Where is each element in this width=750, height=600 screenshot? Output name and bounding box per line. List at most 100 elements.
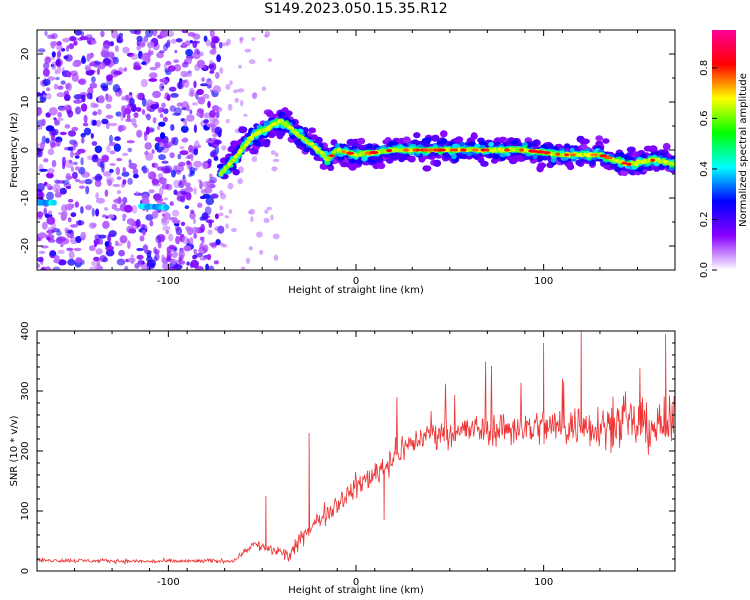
spectrogram-noise-blob (209, 242, 218, 247)
spectrogram-noise-blob (200, 83, 208, 87)
spectrogram-noise-blob (190, 259, 200, 268)
spectrogram-noise-blob (173, 64, 182, 72)
spectrogram-noise-blob (65, 175, 73, 180)
spectrogram-noise-blob (142, 97, 147, 107)
spectrogram-noise-blob (46, 172, 54, 179)
spectrogram-noise-blob (171, 169, 176, 178)
spectrogram-noise-blob (226, 38, 231, 45)
spectrogram-noise-blob (109, 41, 115, 47)
snr-data (37, 331, 675, 565)
spectrogram-ridge-blob (443, 152, 451, 159)
spectrogram-noise-blob (225, 223, 229, 229)
spectrogram-ridge-blob (238, 126, 248, 134)
spectrogram-noise-blob (56, 92, 66, 98)
spectrogram-noise-blob (93, 242, 98, 248)
spectrogram-noise-blob (66, 71, 72, 78)
spectrogram-ridge-blob (541, 155, 549, 161)
spectrogram-noise-blob (54, 255, 60, 264)
spectrogram-ridge-blob (451, 153, 457, 160)
spectrogram-noise-blob (73, 247, 82, 252)
spectrogram-noise-blob (188, 87, 195, 94)
spectrogram-noise-blob (218, 212, 224, 217)
spectrogram-ridge-blob (366, 143, 373, 151)
spectrogram-noise-blob (216, 54, 222, 63)
spectrogram-hot-spot (432, 148, 439, 152)
spectrogram-noise-blob (213, 37, 219, 44)
spectrogram-noise-blob (74, 201, 79, 208)
spectrogram-noise-blob (80, 157, 84, 166)
spectrogram-noise-blob (151, 149, 155, 155)
spectrogram-noise-blob (141, 109, 146, 115)
spectrogram-noise-blob (107, 214, 115, 219)
spectrogram-noise-blob (37, 48, 46, 53)
spectrogram-noise-blob (88, 245, 96, 252)
spectrogram-noise-blob (136, 247, 144, 252)
spectrogram-hot-spot (449, 148, 454, 152)
spectrogram-noise-blob (169, 201, 174, 206)
snr-x-tick-label: 100 (534, 577, 553, 588)
spectrogram-noise-blob (183, 118, 188, 127)
spectrogram-noise-blob (171, 209, 180, 217)
spectrogram-noise-blob (54, 69, 58, 75)
spectrogram-noise-blob (102, 220, 110, 229)
spectrogram-hot-spot (528, 149, 538, 153)
spectrogram-noise-blob (146, 41, 155, 48)
spectrogram-hot-spot (403, 148, 408, 152)
spectrogram-noise-blob (71, 126, 79, 132)
spectrogram-ridge-blob (309, 142, 315, 146)
spectrogram-noise-blob (115, 111, 122, 117)
spectrogram-noise-blob (215, 106, 223, 113)
spectrogram-ridge-blob (440, 138, 448, 145)
spectrogram-noise-blob (136, 129, 143, 138)
spectrogram-noise-blob (149, 220, 154, 227)
spectrogram-noise-blob (78, 219, 82, 226)
snr-x-tick-label: -100 (157, 577, 180, 588)
spectrogram-noise-blob (85, 204, 93, 211)
spectrogram-noise-blob (73, 40, 78, 46)
spectrogram-noise-blob (46, 92, 52, 100)
spectrogram-noise-blob (128, 228, 136, 234)
snr-series-line (37, 331, 675, 565)
colorbar: 0.0 0.2 0.4 0.6 0.8 Normalized spectral ampl… (699, 30, 749, 278)
spectrogram-ridge-blob (308, 127, 316, 134)
chart-title: S149.2023.050.15.35.R12 (264, 1, 448, 17)
spectrogram-noise-blob (193, 248, 197, 254)
snr-x-tick-label: 0 (353, 577, 359, 588)
spectrogram-hot-spot (519, 148, 524, 152)
spectrogram-hot-spot (480, 148, 487, 152)
spectrogram-noise-blob (46, 87, 51, 92)
snr-axes: -100 0 100 0 100 200 300 400 (20, 321, 676, 588)
spectrogram-noise-blob (136, 45, 141, 51)
spectrogram-noise-blob (56, 44, 64, 51)
spectrogram-noise-blob (99, 238, 104, 245)
spectrogram-noise-blob (92, 111, 98, 116)
spectrogram-noise-blob (56, 41, 62, 46)
spectrogram-noise-blob (37, 211, 44, 218)
snr-y-tick-label: 400 (20, 321, 31, 340)
spectrogram-noise-blob (83, 127, 92, 136)
spectrogram-ridge-blob (303, 146, 311, 153)
spectrogram-noise-blob (199, 195, 207, 200)
spectrogram-noise-blob (227, 182, 234, 190)
spectrogram-noise-blob (127, 177, 133, 185)
spectrogram-ridge-blob (488, 142, 494, 147)
spectrogram-noise-blob (43, 62, 50, 70)
spectrogram-hot-spot (423, 148, 429, 152)
spectrogram-noise-blob (180, 80, 188, 83)
spectrogram-noise-blob (189, 40, 193, 44)
spectrogram-noise-blob (154, 136, 162, 142)
spectrogram-noise-blob (177, 153, 182, 160)
spectrogram-noise-blob (52, 266, 61, 270)
spectrogram-noise-blob (202, 93, 210, 99)
spectrogram-noise-blob (135, 191, 139, 197)
spectrogram-noise-blob (68, 250, 75, 260)
spectrogram-noise-blob (136, 92, 144, 100)
spectrogram-noise-blob (142, 229, 146, 236)
spectrogram-noise-blob (48, 210, 53, 216)
spectrogram-noise-blob (106, 74, 113, 81)
spectrogram-noise-blob (122, 46, 130, 54)
spectrogram-noise-blob (37, 263, 41, 269)
spectrogram-noise-blob (161, 102, 166, 109)
colorbar-label: Normalized spectral amplitude (738, 73, 749, 227)
